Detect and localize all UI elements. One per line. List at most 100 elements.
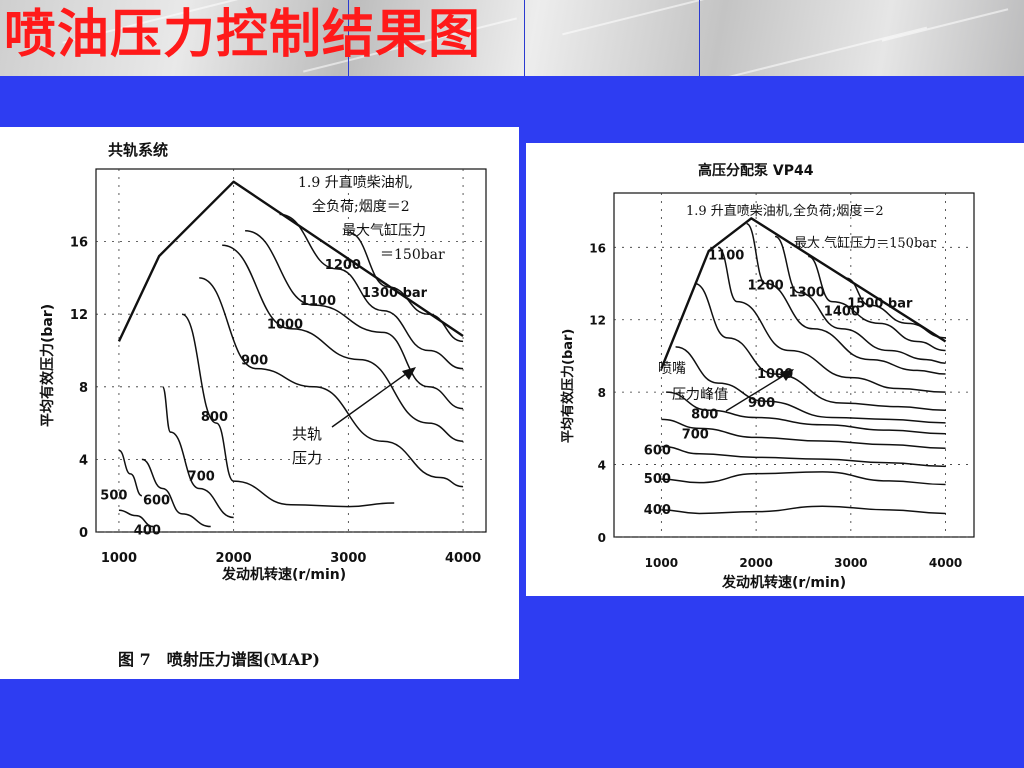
- common-rail-chart: 共轨系统 1000 2000 3000 4000 0 4 8 12 16 400 500 600 70…: [39, 141, 487, 669]
- annotation-line-2: 最大 气缸压力＝150bar: [794, 235, 937, 251]
- contour-line-1100: [245, 229, 464, 410]
- contour-line-800: [181, 313, 395, 508]
- contour-label: 1000: [267, 318, 303, 333]
- full-load-envelope: [117, 180, 464, 342]
- x-tick-label: 1000: [101, 551, 137, 566]
- contour-line-1200: [746, 223, 946, 375]
- y-tick-label: 12: [589, 314, 606, 328]
- title-band: 喷油压力控制结果图: [0, 0, 1024, 76]
- figure-caption: 图 7 喷射压力谱图(MAP): [118, 650, 320, 669]
- contour-line-600: [661, 445, 946, 468]
- contour-label: 500: [644, 472, 671, 487]
- contour-label: 1300 bar: [362, 286, 428, 301]
- contour-line-1100: [717, 246, 946, 393]
- y-tick-label: 0: [598, 531, 606, 545]
- arrow-head: [402, 367, 416, 380]
- x-tick-label: 3000: [330, 551, 366, 566]
- y-tick-label: 12: [70, 308, 88, 323]
- contour-line-400: [661, 505, 946, 515]
- grid-lines: [96, 169, 486, 533]
- contour-label: 900: [748, 396, 775, 411]
- vp44-pump-chart: 高压分配泵 VP44 1000 2000 3000 4000 0 4 8 12 16 400 50…: [560, 162, 975, 591]
- y-tick-label: 16: [70, 236, 88, 251]
- y-tick-label: 4: [79, 453, 88, 468]
- x-tick-label: 1000: [645, 556, 678, 570]
- y-tick-label: 8: [598, 386, 606, 400]
- contour-line-700: [661, 418, 946, 450]
- y-tick-label: 4: [598, 459, 606, 473]
- contour-lines: [117, 180, 464, 528]
- axis-ticks: 1000 2000 3000 4000 0 4 8 12 16: [70, 236, 481, 566]
- contour-label: 1500 bar: [847, 296, 913, 311]
- contour-label: 800: [691, 407, 718, 422]
- contour-label: 500: [100, 489, 127, 504]
- annotation-line-2: 全负荷;烟度＝2: [312, 198, 410, 215]
- contour-line-1200: [279, 213, 464, 370]
- axis-ticks: 1000 2000 3000 4000 0 4 8 12 16: [589, 241, 962, 570]
- contour-line-800: [666, 391, 946, 435]
- arrow-label-line-1: 喷嘴: [658, 361, 686, 377]
- annotation-line-1: 1.9 升直喷柴油机,: [298, 174, 413, 191]
- annotation-line-1: 1.9 升直喷柴油机,全负荷;烟度＝2: [686, 203, 884, 219]
- x-tick-label: 3000: [834, 556, 867, 570]
- y-tick-label: 16: [589, 241, 606, 255]
- arrow-label-line-1: 共轨: [292, 425, 322, 443]
- contour-label: 400: [134, 524, 161, 539]
- y-tick-label: 0: [79, 526, 88, 541]
- contour-label: 700: [188, 469, 215, 484]
- annotation-line-4: ＝150bar: [380, 247, 445, 263]
- contour-label: 600: [644, 443, 671, 458]
- contour-label: 900: [241, 354, 268, 369]
- chart-title: 共轨系统: [108, 141, 168, 159]
- x-tick-label: 2000: [216, 551, 252, 566]
- x-axis-label: 发动机转速(r/min): [721, 574, 846, 591]
- slide-title: 喷油压力控制结果图: [4, 4, 482, 65]
- x-axis-label: 发动机转速(r/min): [221, 566, 346, 583]
- plot-frame: [613, 192, 975, 538]
- y-axis-label: 平均有效压力(bar): [39, 304, 56, 427]
- contour-line-500: [661, 471, 946, 486]
- contour-label: 400: [644, 503, 671, 518]
- contour-label: 700: [682, 427, 709, 442]
- x-tick-label: 2000: [739, 556, 772, 570]
- annotation-line-3: 最大气缸压力: [342, 222, 426, 239]
- arrow-head: [780, 369, 794, 381]
- contour-line-400: [118, 509, 154, 528]
- contour-line-1300: [774, 235, 946, 364]
- contour-line-1000: [694, 282, 946, 412]
- contour-label: 1200: [747, 279, 783, 294]
- contour-label: 1000: [757, 367, 793, 382]
- contour-label: 1100: [708, 248, 744, 263]
- contour-label: 600: [143, 493, 170, 508]
- arrow-label-line-2: 压力峰值: [672, 387, 728, 403]
- arrow-label-line-2: 压力: [292, 449, 322, 467]
- contour-line-1300-bar: [348, 231, 464, 343]
- x-tick-label: 4000: [929, 556, 962, 570]
- full-load-envelope: [660, 217, 947, 370]
- contour-label: 1200: [325, 258, 361, 273]
- contour-line-1500-bar: [845, 277, 946, 339]
- contour-line-500: [118, 449, 143, 497]
- contour-line-900: [675, 346, 946, 424]
- contour-line-1000: [222, 244, 464, 442]
- arrow-shaft: [331, 370, 411, 428]
- contour-line-900: [199, 277, 464, 488]
- contour-label: 1400: [824, 305, 860, 320]
- vp44-pump-chart-panel: 高压分配泵 VP44 1000 2000 3000 4000 0 4 8 12 16 400 50…: [526, 143, 1024, 596]
- contour-line-600: [141, 458, 211, 528]
- contour-lines: [660, 217, 947, 515]
- contour-labels: 400 500 600 700 800 900 1000 1100 1200 1300 140015…: [644, 248, 913, 518]
- chart-title: 高压分配泵 VP44: [698, 162, 814, 179]
- y-axis-label: 平均有效压力(bar): [560, 329, 576, 443]
- contour-line-700: [161, 386, 234, 519]
- common-rail-chart-panel: 共轨系统 1000 2000 3000 4000 0 4 8 12 16 400 500 600 70…: [0, 127, 519, 679]
- y-tick-label: 8: [79, 381, 88, 396]
- contour-label: 1100: [300, 294, 336, 309]
- x-tick-label: 4000: [445, 551, 481, 566]
- plot-frame: [95, 168, 487, 533]
- contour-label: 800: [201, 410, 228, 425]
- contour-label: 1300: [789, 286, 825, 301]
- arrow-shaft: [725, 372, 789, 412]
- contour-line-1400: [807, 255, 946, 352]
